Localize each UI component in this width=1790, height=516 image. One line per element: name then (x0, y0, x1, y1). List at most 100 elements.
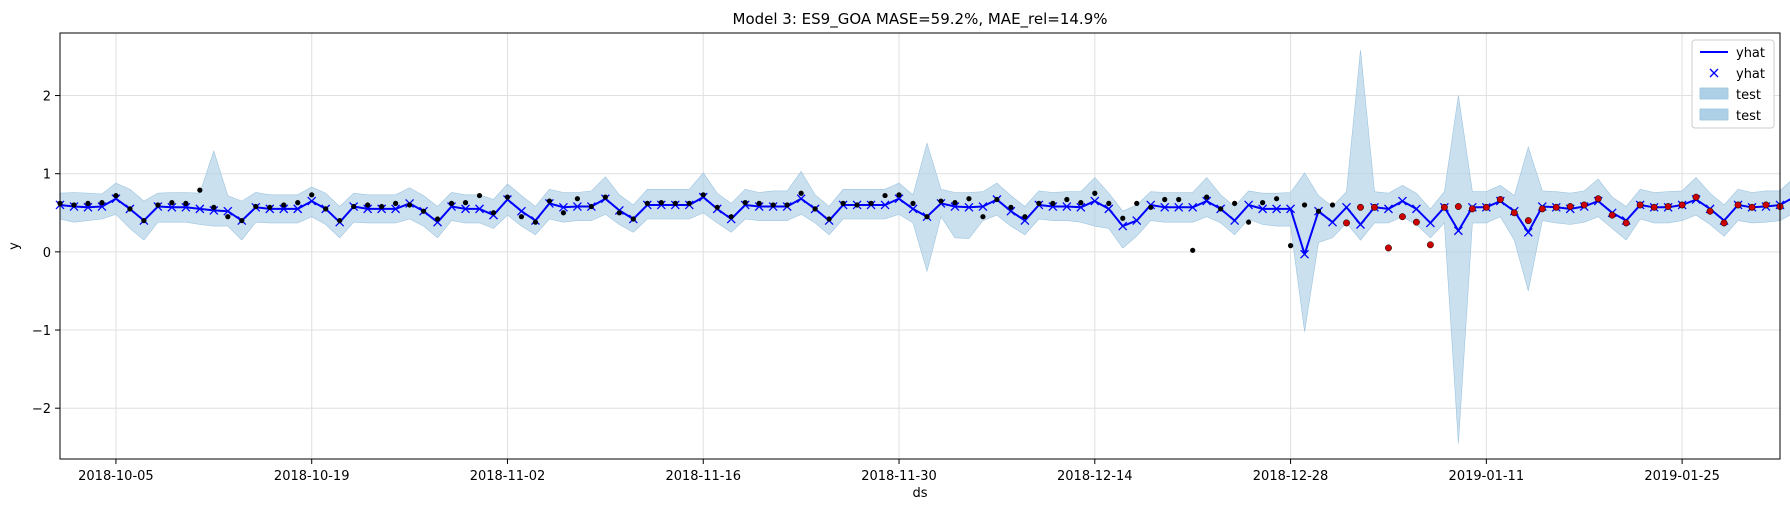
y-tick-label: 1 (43, 168, 51, 183)
test-point (1665, 203, 1671, 209)
actual-point (1274, 196, 1279, 201)
actual-point (421, 209, 426, 214)
test-point (1525, 217, 1531, 223)
actual-point (687, 201, 692, 206)
test-point (1511, 210, 1517, 216)
actual-point (351, 204, 356, 209)
actual-point (1162, 197, 1167, 202)
actual-point (1036, 201, 1041, 206)
actual-point (155, 202, 160, 207)
test-point (1399, 213, 1405, 219)
actual-point (127, 206, 132, 211)
actual-point (477, 193, 482, 198)
y-tick-label: 0 (43, 246, 51, 261)
test-point (1693, 194, 1699, 200)
actual-point (183, 201, 188, 206)
actual-point (1022, 214, 1027, 219)
actual-point (729, 214, 734, 219)
actual-point (281, 202, 286, 207)
test-point (1539, 206, 1545, 212)
actual-point (435, 216, 440, 221)
actual-point (547, 198, 552, 203)
actual-point (659, 200, 664, 205)
test-point (1553, 204, 1559, 210)
actual-point (295, 200, 300, 205)
test-point (1357, 204, 1363, 210)
actual-point (966, 196, 971, 201)
actual-point (239, 218, 244, 223)
actual-point (840, 201, 845, 206)
x-tick-label: 2019-01-25 (1644, 469, 1720, 484)
actual-point (1232, 201, 1237, 206)
actual-point (938, 198, 943, 203)
test-point (1623, 220, 1629, 226)
x-tick-label: 2019-01-11 (1449, 469, 1525, 484)
actual-point (896, 192, 901, 197)
actual-point (1008, 205, 1013, 210)
actual-point (407, 202, 412, 207)
legend-patch-swatch (1700, 109, 1728, 120)
actual-point (575, 196, 580, 201)
test-point (1413, 219, 1419, 225)
test-point (1441, 204, 1447, 210)
actual-point (813, 206, 818, 211)
x-tick-label: 2018-10-05 (78, 469, 154, 484)
actual-point (519, 214, 524, 219)
actual-point (267, 205, 272, 210)
actual-point (980, 214, 985, 219)
y-tick-label: −1 (32, 324, 51, 339)
actual-point (533, 220, 538, 225)
actual-point (141, 218, 146, 223)
test-point (1567, 203, 1573, 209)
test-point (1707, 208, 1713, 214)
actual-point (253, 204, 258, 209)
test-point (1497, 196, 1503, 202)
actual-point (1288, 243, 1293, 248)
actual-point (1120, 216, 1125, 221)
actual-point (868, 201, 873, 206)
test-point (1595, 196, 1601, 202)
x-tick-label: 2018-11-30 (861, 469, 937, 484)
test-point (1343, 220, 1349, 226)
actual-point (1204, 195, 1209, 200)
x-tick-label: 2018-12-14 (1057, 469, 1133, 484)
actual-point (631, 216, 636, 221)
actual-point (1260, 200, 1265, 205)
actual-point (1134, 201, 1139, 206)
test-point (1609, 212, 1615, 218)
actual-point (225, 214, 230, 219)
actual-point (715, 205, 720, 210)
x-axis-label: ds (912, 486, 927, 501)
actual-point (169, 200, 174, 205)
x-tick-label: 2018-11-02 (470, 469, 546, 484)
actual-point (491, 210, 496, 215)
actual-point (113, 193, 118, 198)
test-point (1679, 202, 1685, 208)
test-point (1371, 204, 1377, 210)
actual-point (673, 201, 678, 206)
test-point (1721, 220, 1727, 226)
actual-point (1316, 209, 1321, 214)
y-tick-label: 2 (43, 90, 51, 105)
test-point (1427, 242, 1433, 248)
actual-point (505, 195, 510, 200)
actual-point (1050, 201, 1055, 206)
actual-point (1302, 202, 1307, 207)
actual-point (309, 192, 314, 197)
actual-point (211, 205, 216, 210)
actual-point (757, 201, 762, 206)
actual-point (1218, 206, 1223, 211)
test-point (1469, 206, 1475, 212)
actual-point (365, 202, 370, 207)
test-point (1455, 203, 1461, 209)
test-point (1735, 202, 1741, 208)
y-tick-label: −2 (32, 402, 51, 417)
actual-point (952, 200, 957, 205)
legend-label: test (1736, 109, 1761, 124)
actual-point (323, 206, 328, 211)
actual-point (645, 201, 650, 206)
chart-title: Model 3: ES9_GOA MASE=59.2%, MAE_rel=14.… (733, 10, 1108, 29)
legend-label: yhat (1736, 46, 1765, 61)
actual-point (1148, 205, 1153, 210)
actual-point (589, 204, 594, 209)
